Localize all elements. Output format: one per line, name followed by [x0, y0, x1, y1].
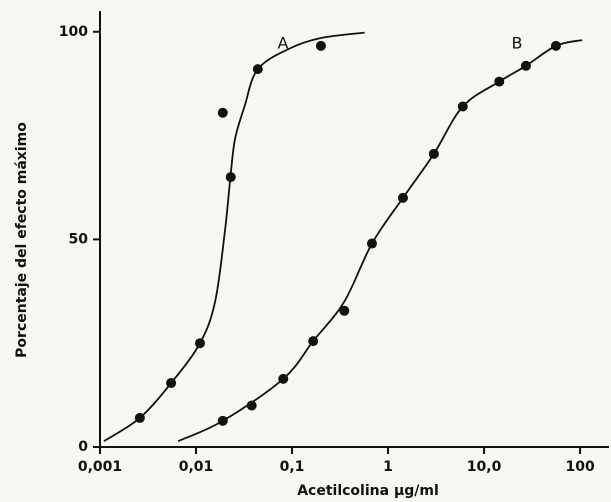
- x-tick-label: 1: [383, 459, 393, 475]
- data-point: [494, 76, 505, 87]
- data-point: [252, 64, 263, 75]
- data-point: [520, 60, 531, 71]
- data-point: [217, 107, 228, 118]
- x-tick-label: 0,01: [179, 459, 214, 475]
- data-point: [194, 338, 205, 349]
- data-point: [428, 148, 439, 159]
- data-point: [134, 412, 145, 423]
- fitted-curve: [103, 31, 365, 442]
- data-point: [246, 400, 257, 411]
- data-point: [550, 40, 561, 51]
- y-tick-label: 0: [78, 439, 88, 455]
- data-point: [397, 192, 408, 203]
- x-tick-label: 10,0: [467, 459, 502, 475]
- y-axis-label: Porcentaje del efecto máximo: [14, 122, 30, 358]
- data-point: [366, 238, 377, 249]
- fitted-curve: [177, 39, 583, 443]
- data-point: [217, 415, 228, 426]
- data-point: [308, 336, 319, 347]
- data-point: [457, 101, 468, 112]
- data-point: [315, 40, 326, 51]
- data-point: [225, 172, 236, 183]
- x-tick-label: 100: [565, 459, 594, 475]
- data-point: [278, 373, 289, 384]
- x-tick-label: 0,001: [78, 459, 122, 475]
- curve-label: A: [278, 34, 289, 53]
- data-point: [166, 378, 177, 389]
- data-point: [339, 305, 350, 316]
- y-tick-label: 50: [69, 231, 89, 247]
- y-tick-label: 100: [59, 24, 88, 40]
- x-axis-label: Acetilcolina μg/ml: [297, 483, 439, 499]
- x-tick-label: 0,1: [280, 459, 305, 475]
- curve-label: B: [512, 34, 523, 53]
